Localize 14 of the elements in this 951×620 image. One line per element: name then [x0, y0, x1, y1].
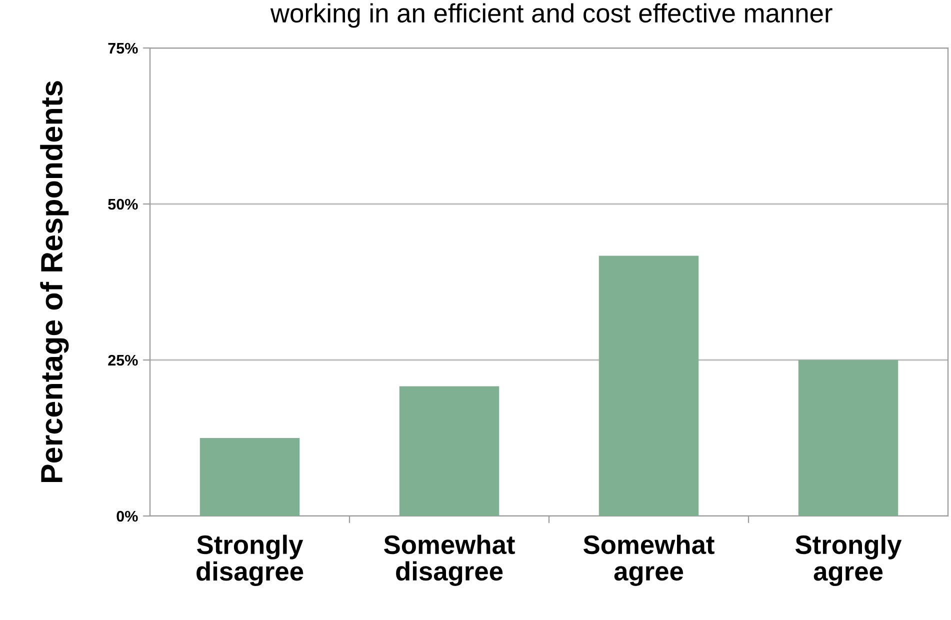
- x-tick-label: Somewhat disagree: [384, 534, 515, 586]
- x-tick-label: Strongly agree: [796, 534, 902, 586]
- y-tick-label: 50%: [108, 198, 138, 210]
- y-axis-title: Percentage of Respondents: [40, 81, 69, 482]
- chart-title: working in an efficient and cost effective manner: [270, 3, 832, 28]
- y-tick-label: 25%: [108, 354, 138, 366]
- bar: [598, 256, 699, 516]
- y-tick-label: 75%: [108, 42, 138, 54]
- x-tick-label: Strongly disagree: [196, 534, 304, 586]
- bar: [200, 438, 300, 516]
- bar: [399, 386, 500, 516]
- x-tick-label: Somewhat agree: [584, 534, 714, 586]
- bar: [798, 360, 898, 516]
- y-tick-label: 0%: [116, 510, 138, 522]
